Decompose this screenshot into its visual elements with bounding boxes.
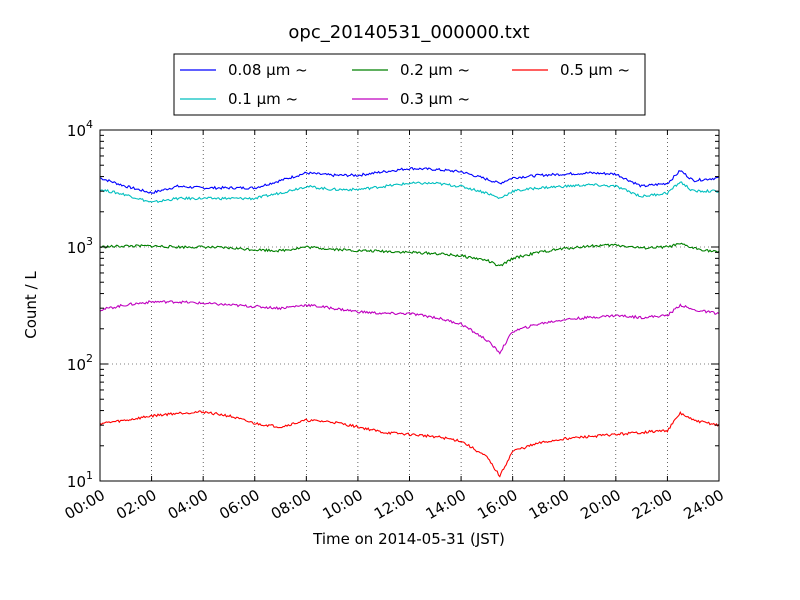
legend-label: 0.08 μm ~ xyxy=(228,61,308,79)
series-line-0_5 xyxy=(99,410,720,478)
y-axis-label: Count / L xyxy=(22,271,40,339)
y-tick-label: 104 xyxy=(67,118,93,140)
legend-label: 0.3 μm ~ xyxy=(400,90,470,108)
y-tick-labels: 101 102 103 104 xyxy=(67,118,93,491)
grid xyxy=(100,130,719,481)
legend-frame xyxy=(173,53,646,116)
legend-label: 0.5 μm ~ xyxy=(560,61,630,79)
y-tick-label: 103 xyxy=(67,235,93,257)
y-tick-label: 102 xyxy=(67,352,93,374)
series-layer xyxy=(99,167,720,478)
series-line-0_3 xyxy=(99,300,720,355)
x-axis-label: Time on 2014-05-31 (JST) xyxy=(312,530,505,548)
legend-label: 0.1 μm ~ xyxy=(228,90,298,108)
series-line-0_1 xyxy=(99,181,720,204)
series-line-0_08 xyxy=(99,167,720,194)
y-tick-label: 101 xyxy=(67,469,93,491)
series-line-0_2 xyxy=(99,242,720,267)
legend: 0.08 μm ~ 0.1 μm ~ 0.2 μm ~ 0.3 μm ~ 0.5 μm … xyxy=(173,53,646,116)
ticks xyxy=(99,129,720,482)
legend-label: 0.2 μm ~ xyxy=(400,61,470,79)
chart-title: opc_20140531_000000.txt xyxy=(288,22,529,43)
